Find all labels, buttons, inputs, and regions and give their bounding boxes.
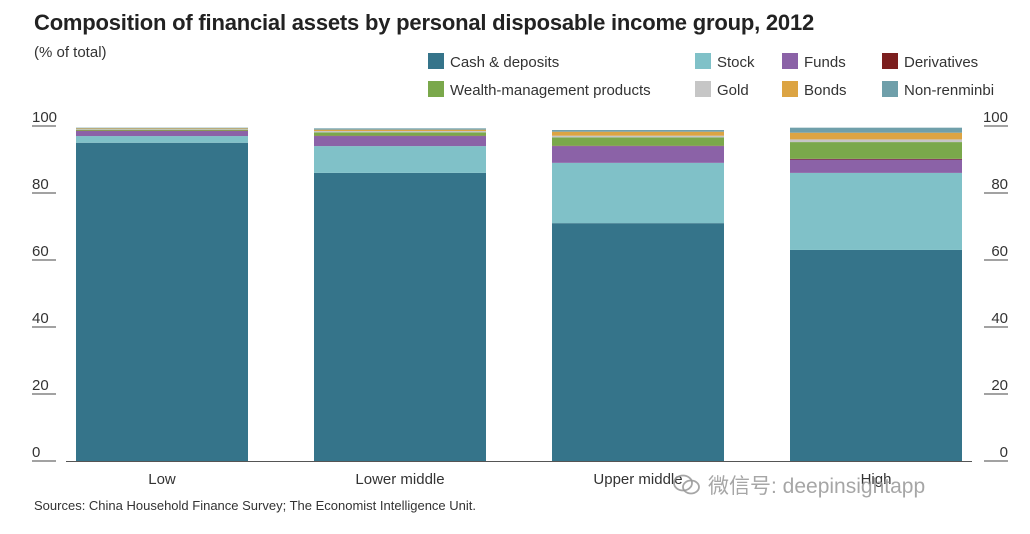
bar-segment — [552, 131, 724, 136]
legend-swatch — [782, 81, 798, 97]
y-tick-label-left: 100 — [32, 109, 57, 126]
legend-swatch — [882, 53, 898, 69]
y-tick-label-left: 40 — [32, 310, 49, 327]
bar-segment — [76, 131, 248, 137]
legend-label: Derivatives — [904, 54, 978, 71]
bar-segment — [552, 130, 724, 132]
bar-segment — [314, 172, 486, 461]
bar-segment — [552, 162, 724, 224]
legend-item: Cash & deposits — [428, 53, 559, 71]
legend-swatch — [782, 53, 798, 69]
legend-item: Derivatives — [882, 53, 978, 71]
y-tick-label-right: 20 — [991, 377, 1008, 394]
bar-segment — [314, 129, 486, 132]
bar-segment — [790, 139, 962, 143]
legend-label: Wealth-management products — [450, 82, 651, 99]
x-axis: Low Lower middle Upper middle High — [66, 461, 972, 488]
bar-segment — [790, 172, 962, 250]
legend-label: Non-renminbi — [904, 82, 994, 99]
bar-segment — [552, 137, 724, 146]
bar-segment — [790, 142, 962, 159]
legend-item: Stock — [695, 53, 755, 71]
bar-segment — [552, 146, 724, 163]
bar-segment — [552, 223, 724, 461]
y-axis-right: 0 20 40 60 80 100 — [983, 109, 1008, 462]
bar-segment — [552, 135, 724, 138]
legend-swatch — [695, 53, 711, 69]
bar-segment — [76, 142, 248, 461]
bar-segment — [314, 146, 486, 173]
legend-label: Bonds — [804, 82, 847, 99]
bar-segment — [790, 159, 962, 173]
bar-segment — [790, 132, 962, 140]
bar-segment — [314, 128, 486, 130]
bar-stack — [790, 127, 962, 461]
watermark-text: 微信号: deepinsightapp — [708, 475, 926, 498]
watermark: 微信号: deepinsightapp — [672, 470, 925, 500]
legend-item: Gold — [695, 81, 749, 99]
bars — [76, 127, 962, 461]
legend-swatch — [428, 81, 444, 97]
bar-stack — [552, 130, 724, 461]
bar-segment — [314, 136, 486, 147]
bar-segment — [76, 136, 248, 143]
x-tick-label: Upper middle — [593, 471, 682, 488]
legend-label: Funds — [804, 54, 846, 71]
legend-item: Non-renminbi — [882, 81, 994, 99]
y-tick-label-left: 80 — [32, 176, 49, 193]
bar-segment — [790, 249, 962, 461]
x-tick-label: High — [861, 471, 892, 488]
legend-swatch — [695, 81, 711, 97]
wechat-icon — [673, 474, 700, 495]
bar-segment — [314, 132, 486, 136]
x-tick-label: Low — [148, 471, 176, 488]
bar-segment — [76, 128, 248, 130]
bar-segment — [314, 131, 486, 133]
chart-subtitle: (% of total) — [34, 44, 107, 61]
bar-segment — [790, 127, 962, 133]
y-tick-label-right: 80 — [991, 176, 1008, 193]
bar-stack — [76, 127, 248, 461]
y-tick-label-right: 100 — [983, 109, 1008, 126]
source-note: Sources: China Household Finance Survey;… — [34, 498, 476, 513]
legend-swatch — [882, 81, 898, 97]
bar-segment — [76, 129, 248, 131]
legend-label: Cash & deposits — [450, 54, 559, 71]
legend-item: Wealth-management products — [428, 81, 651, 99]
legend-item: Bonds — [782, 81, 847, 99]
legend: Cash & deposits Stock Funds Derivatives Weal… — [428, 53, 994, 99]
bar-stack — [314, 128, 486, 461]
legend-item: Funds — [782, 53, 846, 71]
y-tick-label-right: 40 — [991, 310, 1008, 327]
y-tick-label-right: 60 — [991, 243, 1008, 260]
y-tick-label-left: 0 — [32, 444, 40, 461]
x-tick-label: Lower middle — [355, 471, 444, 488]
legend-label: Stock — [717, 54, 755, 71]
legend-label: Gold — [717, 82, 749, 99]
bar-segment — [76, 129, 248, 130]
legend-swatch — [428, 53, 444, 69]
bar-segment — [76, 127, 248, 129]
y-tick-label-left: 60 — [32, 243, 49, 260]
y-tick-label-right: 0 — [1000, 444, 1008, 461]
y-tick-label-left: 20 — [32, 377, 49, 394]
chart-title: Composition of financial assets by perso… — [34, 10, 815, 35]
y-axis-left: 0 20 40 60 80 100 — [32, 109, 57, 462]
bar-segment — [790, 158, 962, 160]
